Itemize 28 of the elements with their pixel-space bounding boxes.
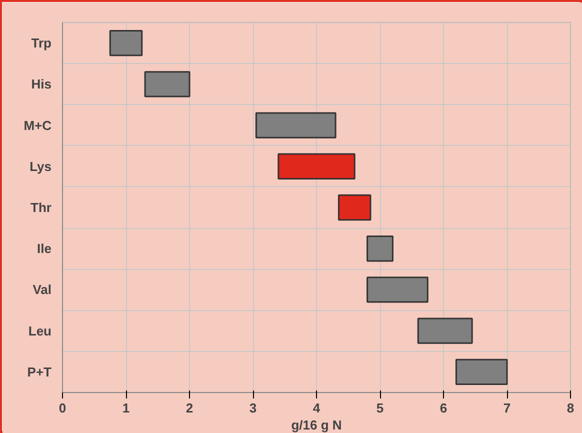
y-tick-label: His (31, 76, 52, 92)
bar (338, 194, 372, 221)
x-tick-label: 5 (376, 400, 384, 416)
y-tick-label: Trp (31, 36, 52, 51)
y-tick-label: M+C (24, 118, 52, 133)
x-tick-label: 3 (249, 400, 257, 416)
x-tick-label: 7 (503, 400, 511, 416)
bar (417, 318, 473, 344)
bar (366, 276, 428, 303)
y-tick-label: P+T (27, 364, 52, 380)
y-tick-label: Leu (28, 323, 52, 338)
x-tick-label: 8 (566, 400, 574, 416)
x-tick-label: 0 (58, 400, 66, 416)
bar (109, 30, 143, 56)
x-tick-label: 4 (312, 400, 321, 416)
bar (278, 153, 356, 180)
bar (255, 112, 336, 138)
bar (366, 236, 394, 262)
y-tick-label: Thr (30, 200, 52, 215)
x-tick-label: 6 (440, 400, 448, 416)
x-tick-label: 1 (122, 400, 130, 416)
y-tick-label: Ile (37, 241, 52, 256)
bar (144, 71, 190, 98)
x-tick-label: 2 (186, 400, 194, 416)
y-tick-label: Val (32, 282, 52, 298)
bar (455, 358, 508, 386)
x-axis-title: g/16 g N (291, 418, 342, 432)
y-tick-label: Lys (30, 158, 52, 174)
